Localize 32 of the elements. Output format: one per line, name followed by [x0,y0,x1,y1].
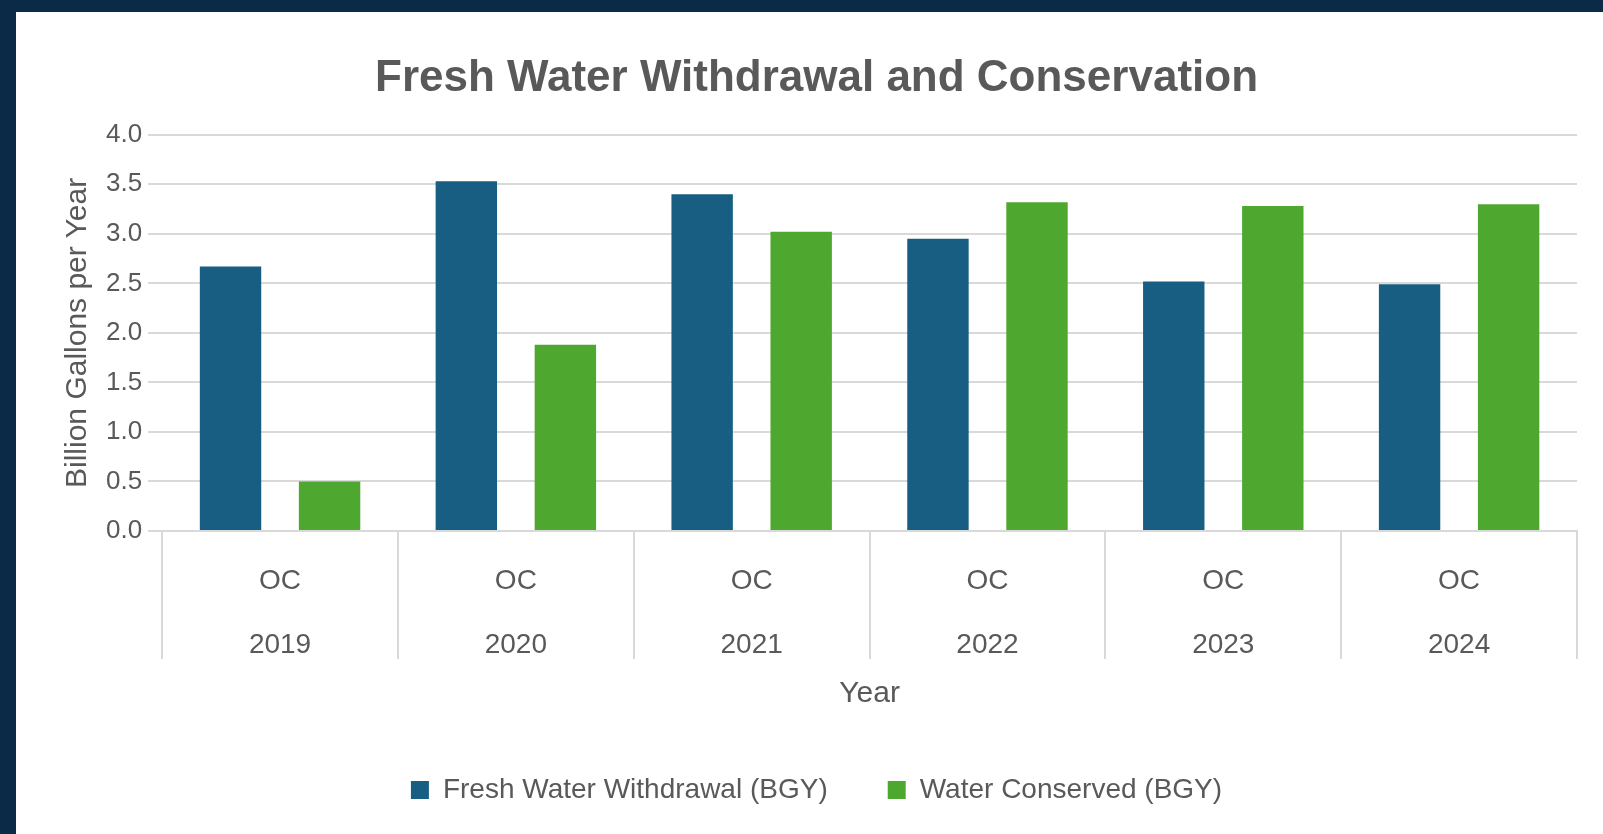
chart-title: Fresh Water Withdrawal and Conservation [374,50,1259,100]
bar [298,481,361,530]
bar [534,344,597,530]
bar [907,238,969,530]
x-tick-label: OC 2023 [1192,563,1255,660]
y-tick-label: 1.0 [105,415,143,446]
bar [1378,284,1441,530]
x-tick-label: OC 2019 [248,563,312,660]
bar [1006,202,1068,530]
x-tick-label: OC 2022 [956,563,1019,660]
legend-label: Water Conserved (BGY) [919,772,1223,804]
y-tick-label: 3.5 [105,167,143,198]
y-tick-label: 3.0 [105,217,143,248]
x-tick-label: OC 2020 [484,563,548,660]
y-axis-title: Billion Gallons per Year [59,177,93,488]
x-tick-label: OC 2021 [720,563,783,660]
bar [1242,206,1304,530]
legend-label: Fresh Water Withdrawal (BGY) [442,772,828,804]
bar [199,266,262,530]
y-tick-label: 0.0 [105,514,143,545]
y-tick-label: 2.5 [105,266,143,297]
bar [671,194,733,530]
x-tick-label: OC 2024 [1427,563,1491,660]
y-tick-label: 4.0 [105,117,143,148]
y-tick-label: 1.5 [105,365,143,396]
bar [1143,281,1205,530]
bar [1477,204,1540,530]
bar [435,181,498,530]
y-tick-label: 2.0 [105,316,143,347]
y-tick-label: 0.5 [105,464,143,495]
x-axis-title: Year [839,675,900,709]
bar [770,231,832,530]
